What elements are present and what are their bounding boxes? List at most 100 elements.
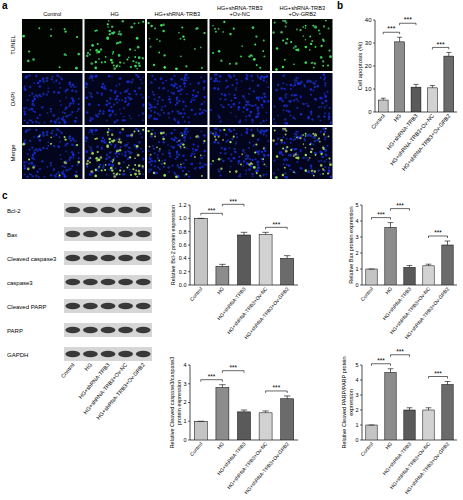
nucleus (264, 150, 266, 152)
tunel-cell (118, 162, 121, 165)
nucleus (260, 122, 262, 124)
tunel-cell (274, 130, 276, 132)
significance-label: *** (229, 364, 237, 371)
nucleus (320, 106, 322, 108)
nucleus (142, 173, 144, 175)
nucleus (26, 129, 28, 131)
nucleus (283, 142, 285, 144)
nucleus (37, 82, 40, 85)
tunel-cell (313, 67, 315, 69)
bar (216, 266, 229, 285)
nucleus (194, 114, 196, 116)
tunel-cell (327, 64, 329, 66)
micrograph (272, 73, 333, 125)
tunel-cell (116, 42, 119, 45)
y-tick-label: 3 (355, 234, 358, 240)
tunel-cell (183, 38, 185, 40)
tunel-cell (196, 135, 198, 137)
tunel-cell (132, 168, 134, 170)
nucleus (260, 130, 262, 132)
y-tick (360, 237, 362, 238)
tunel-cell (123, 62, 125, 64)
y-axis-label: Relative Cleaved PARP/PARP proteinexpres… (341, 356, 354, 448)
nucleus (72, 85, 74, 87)
nucleus (257, 138, 260, 141)
nucleus (288, 164, 291, 167)
nucleus (163, 112, 165, 114)
y-tick-label: 40 (365, 17, 372, 23)
y-tick (373, 112, 375, 113)
blot-band (65, 231, 80, 237)
nucleus (96, 146, 99, 149)
tunel-cell (285, 42, 288, 45)
tunel-cell (163, 162, 165, 164)
tunel-cell (312, 62, 314, 64)
tunel-cell (314, 133, 316, 135)
nucleus (168, 150, 170, 152)
nucleus (121, 153, 123, 155)
nucleus (261, 129, 263, 131)
nucleus (184, 112, 186, 114)
micrograph-bg (22, 19, 83, 71)
nucleus (61, 172, 64, 175)
y-tick (360, 380, 362, 381)
nucleus (318, 106, 320, 108)
x-tick-label: HG+shRNA-TRB3+Ov-GRB2 (401, 113, 452, 172)
nucleus (288, 110, 291, 113)
micrograph-bg (147, 19, 208, 71)
y-tick-label: 1 (355, 266, 358, 272)
nucleus (115, 99, 117, 101)
nucleus (241, 134, 243, 136)
y-axis (362, 365, 363, 440)
nucleus (123, 116, 125, 118)
nucleus (261, 97, 263, 99)
nucleus (129, 152, 132, 155)
nucleus (324, 82, 326, 84)
nucleus (324, 136, 326, 138)
nucleus (68, 115, 70, 117)
nucleus (120, 146, 122, 148)
nucleus (142, 119, 144, 121)
tunel-cell (262, 158, 264, 160)
nucleus (56, 173, 58, 175)
nucleus (267, 100, 269, 102)
nucleus (116, 101, 118, 103)
nucleus (283, 88, 285, 90)
error-bar (407, 265, 413, 267)
tunel-cell (296, 136, 298, 138)
column-header: HG+shRNA-TRB3 (154, 11, 200, 17)
nucleus (280, 97, 283, 100)
tunel-cell (89, 54, 91, 56)
nucleus (75, 144, 78, 147)
tunel-cell (159, 40, 161, 42)
nucleus (296, 148, 298, 150)
nucleus (190, 137, 192, 139)
nucleus (141, 136, 143, 138)
nucleus (247, 155, 249, 157)
nucleus (78, 152, 80, 154)
error-cap (388, 368, 394, 369)
bar (281, 258, 294, 285)
tunel-cell (136, 145, 139, 148)
nucleus (64, 175, 67, 178)
tunel-cell (284, 20, 287, 23)
tunel-cell (142, 58, 144, 60)
tunel-cell (222, 31, 224, 33)
error-line (448, 52, 449, 56)
nucleus (92, 79, 94, 81)
column-header: HG (111, 11, 119, 17)
nucleus (69, 137, 72, 140)
nucleus (171, 84, 173, 86)
nucleus (293, 79, 295, 81)
tunel-cell (65, 162, 67, 164)
nucleus (39, 134, 42, 137)
tunel-cell (28, 159, 30, 161)
significance-label: *** (437, 41, 445, 48)
nucleus (139, 132, 141, 134)
nucleus (282, 154, 284, 156)
nucleus (142, 151, 144, 153)
nucleus (188, 175, 190, 177)
bar (194, 218, 207, 285)
micrograph (210, 127, 271, 179)
tunel-cell (130, 174, 132, 176)
